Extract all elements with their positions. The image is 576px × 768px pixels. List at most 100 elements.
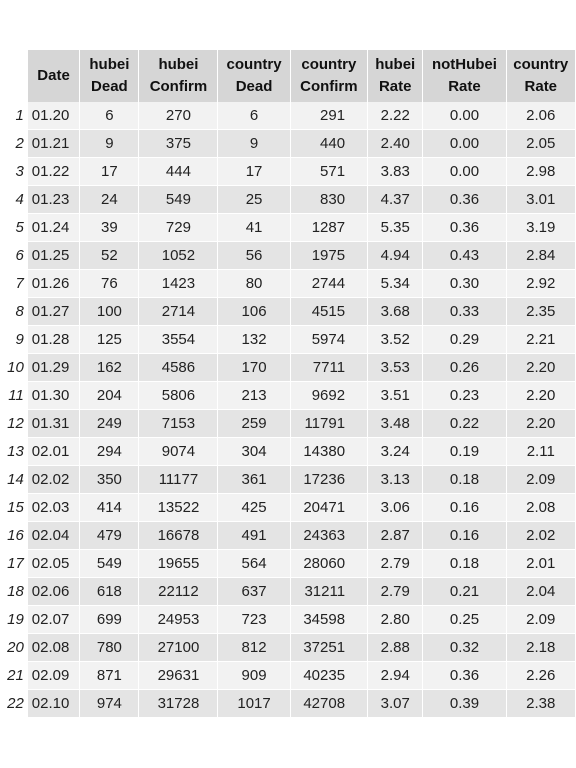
cell-country-rate: 2.04 [506,578,576,606]
cell-country-confirm: 20471 [290,494,369,522]
cell-date: 02.03 [27,494,81,522]
cell-hubei-confirm: 549 [139,186,219,214]
cell-hubei-confirm: 31728 [139,690,219,718]
column-header-country-rate: country Rate [506,50,576,102]
cell-country-confirm: 11791 [290,410,369,438]
cell-hubei-dead: 76 [80,270,140,298]
cell-hubei-rate: 2.87 [368,522,424,550]
cell-hubei-dead: 414 [80,494,140,522]
cell-hubei-confirm: 2714 [139,298,219,326]
column-header-text: hubei [158,56,199,73]
cell-hubei-dead: 549 [80,550,140,578]
table-row: 6 01.25 52 1052 56 1975 4.94 0.43 2.84 [3,242,576,270]
cell-hubei-dead: 294 [80,438,140,466]
cell-country-confirm: 4515 [290,298,369,326]
cell-date: 01.20 [27,102,81,130]
cell-hubei-confirm: 4586 [139,354,219,382]
cell-country-confirm: 37251 [290,634,369,662]
cell-hubei-dead: 6 [80,102,140,130]
cell-country-dead: 25 [218,186,291,214]
cell-hubei-dead: 52 [80,242,140,270]
cell-hubei-dead: 9 [80,130,140,158]
cell-date: 01.25 [27,242,81,270]
table-row: 12 01.31 249 7153 259 11791 3.48 0.22 2.20 [3,410,576,438]
cell-country-rate: 2.11 [506,438,576,466]
cell-date: 02.09 [27,662,81,690]
cell-nothubei-rate: 0.36 [423,662,507,690]
cell-nothubei-rate: 0.36 [423,186,507,214]
column-header-text: notHubei [431,56,497,73]
table-row: 13 02.01 294 9074 304 14380 3.24 0.19 2.11 [3,438,576,466]
cell-hubei-dead: 350 [80,466,140,494]
cell-hubei-rate: 3.48 [368,410,424,438]
row-index: 17 [3,550,28,578]
row-index: 11 [3,382,28,410]
cell-country-confirm: 5974 [290,326,369,354]
cell-nothubei-rate: 0.26 [423,354,507,382]
cell-country-rate: 3.01 [506,186,576,214]
cell-hubei-rate: 2.40 [368,130,424,158]
cell-nothubei-rate: 0.00 [423,102,507,130]
cell-hubei-rate: 3.24 [368,438,424,466]
cell-hubei-dead: 249 [80,410,140,438]
cell-country-dead: 106 [218,298,291,326]
cell-hubei-dead: 479 [80,522,140,550]
cell-hubei-rate: 2.88 [368,634,424,662]
cell-hubei-rate: 3.52 [368,326,424,354]
table-row: 11 01.30 204 5806 213 9692 3.51 0.23 2.20 [3,382,576,410]
cell-date: 01.27 [27,298,81,326]
cell-nothubei-rate: 0.00 [423,130,507,158]
table-row: 7 01.26 76 1423 80 2744 5.34 0.30 2.92 [3,270,576,298]
row-index: 22 [3,690,28,718]
cell-hubei-confirm: 5806 [139,382,219,410]
row-index: 15 [3,494,28,522]
cell-date: 02.07 [27,606,81,634]
cell-country-rate: 2.20 [506,410,576,438]
column-header-text: Confirm [300,78,358,95]
cell-hubei-rate: 3.68 [368,298,424,326]
cell-country-rate: 2.05 [506,130,576,158]
cell-hubei-rate: 2.79 [368,550,424,578]
cell-country-rate: 3.19 [506,214,576,242]
row-index: 21 [3,662,28,690]
table-row: 14 02.02 350 11177 361 17236 3.13 0.18 2.09 [3,466,576,494]
row-index: 2 [3,130,28,158]
corner-cell [3,50,28,102]
cell-hubei-confirm: 1052 [139,242,219,270]
column-header-text: Date [37,67,70,84]
row-index: 7 [3,270,28,298]
cell-hubei-confirm: 19655 [139,550,219,578]
cell-country-rate: 2.09 [506,606,576,634]
table-row: 15 02.03 414 13522 425 20471 3.06 0.16 2.08 [3,494,576,522]
cell-country-dead: 9 [218,130,291,158]
table-row: 1 01.20 6 270 6 291 2.22 0.00 2.06 [3,102,576,130]
cell-hubei-confirm: 24953 [139,606,219,634]
cell-country-dead: 6 [218,102,291,130]
cell-nothubei-rate: 0.21 [423,578,507,606]
cell-hubei-rate: 5.35 [368,214,424,242]
cell-country-dead: 637 [218,578,291,606]
column-header-text: Rate [448,78,481,95]
cell-country-rate: 2.21 [506,326,576,354]
cell-country-dead: 361 [218,466,291,494]
column-header-text: Rate [378,78,412,95]
row-index: 9 [3,326,28,354]
table-row: 18 02.06 618 22112 637 31211 2.79 0.21 2.04 [3,578,576,606]
cell-country-confirm: 42708 [290,690,369,718]
cell-country-dead: 304 [218,438,291,466]
cell-country-confirm: 40235 [290,662,369,690]
cell-nothubei-rate: 0.19 [423,438,507,466]
table-row: 8 01.27 100 2714 106 4515 3.68 0.33 2.35 [3,298,576,326]
cell-country-dead: 425 [218,494,291,522]
column-header-text: Rate [524,78,558,95]
cell-country-dead: 80 [218,270,291,298]
row-index: 18 [3,578,28,606]
cell-date: 01.30 [27,382,81,410]
cell-hubei-confirm: 11177 [139,466,219,494]
table-row: 9 01.28 125 3554 132 5974 3.52 0.29 2.21 [3,326,576,354]
cell-nothubei-rate: 0.25 [423,606,507,634]
column-header-country-confirm: country Confirm [290,50,369,102]
column-header-hubei-dead: hubei Dead [80,50,140,102]
data-table: Date hubei Dead hubei Confirm country Dead coun… [3,50,576,718]
cell-date: 01.31 [27,410,81,438]
